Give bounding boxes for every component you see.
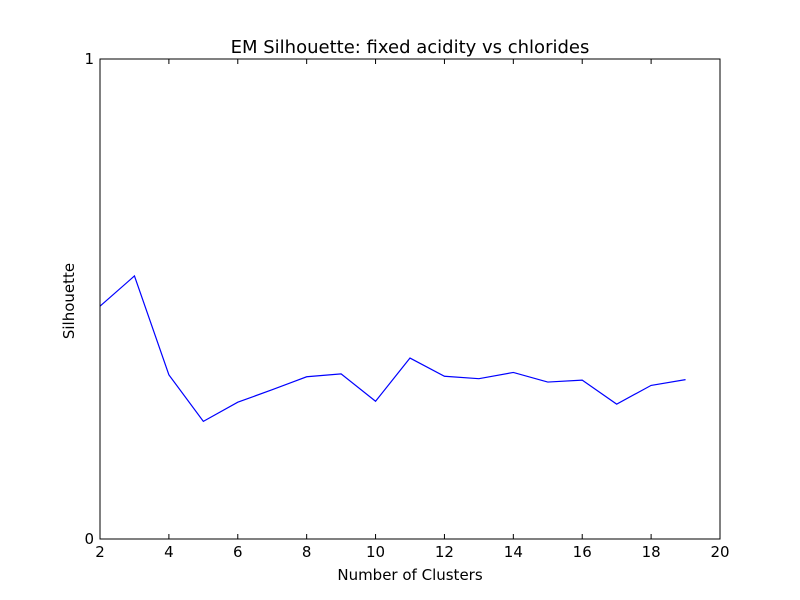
x-tick-label: 10 xyxy=(366,543,385,561)
x-tick-label: 4 xyxy=(164,543,174,561)
chart-title: EM Silhouette: fixed acidity vs chloride… xyxy=(231,37,590,58)
series-line-0 xyxy=(99,274,686,423)
x-tick-label: 8 xyxy=(302,543,312,561)
y-axis-label: Silhouette xyxy=(60,263,78,339)
x-tick-label: 14 xyxy=(504,543,523,561)
x-tick-label: 20 xyxy=(710,543,729,561)
x-axis-label: Number of Clusters xyxy=(337,566,482,584)
x-tick-label: 18 xyxy=(642,543,661,561)
y-tick-label: 0 xyxy=(84,530,94,548)
x-tick-label: 2 xyxy=(95,543,105,561)
x-tick-label: 6 xyxy=(233,543,243,561)
plot-area xyxy=(99,274,686,423)
y-tick-label: 1 xyxy=(84,50,94,68)
x-tick-label: 16 xyxy=(573,543,592,561)
axes-frame xyxy=(99,58,721,540)
x-axis: 2 4 6 8 10 12 14 16 18 20 xyxy=(95,59,730,561)
x-tick-label: 12 xyxy=(435,543,454,561)
y-axis: 01 xyxy=(84,50,720,548)
